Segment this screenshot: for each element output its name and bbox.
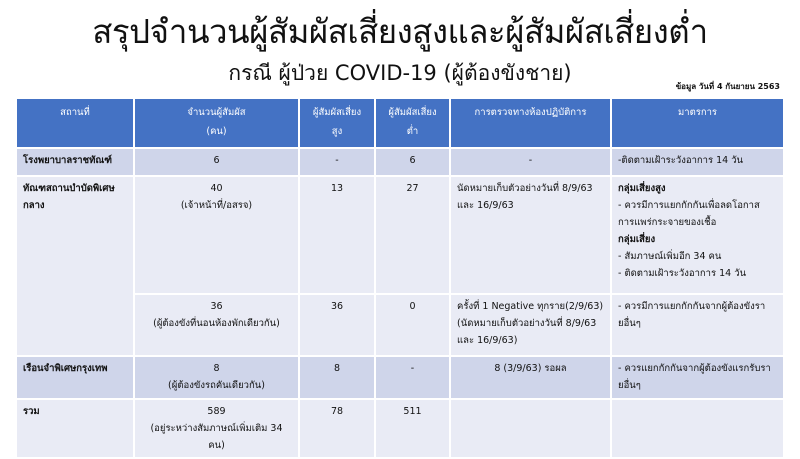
header-measures: มาตรการ [612, 99, 783, 147]
page-subtitle: กรณี ผู้ป่วย COVID-19 (ผู้ต้องขังชาย) [228, 61, 572, 85]
count-value: 589 [207, 406, 226, 417]
header-text: (คน) [206, 126, 227, 137]
header-text: มาตรการ [677, 107, 718, 118]
cell-count: 6 [135, 149, 298, 175]
table-header-row: สถานที่ จำนวนผู้สัมผัส (คน) ผู้สัมผัสเสี่… [17, 99, 783, 147]
contacts-table: สถานที่ จำนวนผู้สัมผัส (คน) ผู้สัมผัสเสี่… [15, 97, 785, 459]
group-heading: กลุ่มเสี่ยง [618, 234, 656, 245]
header-high-risk: ผู้สัมผัสเสี่ยงสูง [300, 99, 374, 147]
header-count: จำนวนผู้สัมผัส (คน) [135, 99, 298, 147]
group-heading: กลุ่มเสี่ยงสูง [618, 183, 666, 194]
cell-high: 78 [300, 400, 374, 457]
table-row: ทัณฑสถานบำบัดพิเศษกลาง 40 (เจ้าหน้าที่/อส… [17, 177, 783, 355]
table-row: 36 (ผู้ต้องขังที่นอนห้องพักเดียวกัน) 36 0… [17, 295, 783, 355]
cell-place: ทัณฑสถานบำบัดพิเศษกลาง [17, 177, 133, 355]
measure-item: - ติดตามเฝ้าระวังอาการ 14 วัน [618, 268, 747, 279]
header-text: ต่ำ [406, 126, 419, 137]
count-value: 8 [213, 363, 220, 374]
header-text: สูง [331, 126, 343, 137]
cell-measures: - ควรแยกกักกันจากผู้ต้องขังแรกรับรายอื่น… [612, 357, 783, 398]
cell-high: - [300, 149, 374, 175]
cell-place: โรงพยาบาลราชทัณฑ์ [17, 149, 133, 175]
cell-high: 13 [300, 177, 374, 293]
cell-lab [451, 400, 610, 457]
cell-place: เรือนจำพิเศษกรุงเทพ [17, 357, 133, 398]
header-text: การตรวจทางห้องปฏิบัติการ [474, 107, 587, 118]
cell-measures [612, 400, 783, 457]
header-place: สถานที่ [17, 99, 133, 147]
cell-low: 27 [376, 177, 449, 293]
measure-item: - สัมภาษณ์เพิ่มอีก 34 คน [618, 251, 722, 262]
cell-high: 36 [300, 295, 374, 355]
cell-lab: ครั้งที่ 1 Negative ทุกราย(2/9/63) (นัดห… [451, 295, 610, 355]
cell-place: รวม [17, 400, 133, 457]
cell-count: 36 (ผู้ต้องขังที่นอนห้องพักเดียวกัน) [135, 295, 298, 355]
count-value: 40 [210, 183, 223, 194]
page-title: สรุปจำนวนผู้สัมผัสเสี่ยงสูงและผู้สัมผัสเ… [92, 12, 708, 51]
cell-count: 8 (ผู้ต้องขังรถคันเดียวกัน) [135, 357, 298, 398]
table-row: โรงพยาบาลราชทัณฑ์ 6 - 6 - -ติดตามเฝ้าระว… [17, 149, 783, 175]
cell-lab: 8 (3/9/63) รอผล [451, 357, 610, 398]
cell-lab: นัดหมายเก็บตัวอย่างวันที่ 8/9/63 และ 16/… [451, 177, 610, 293]
cell-low: 0 [376, 295, 449, 355]
source-note: ข้อมูล วันที่ 4 กันยายน 2563 [675, 82, 780, 91]
cell-lab: - [451, 149, 610, 175]
count-value: 36 [210, 301, 223, 312]
cell-low: - [376, 357, 449, 398]
cell-count: 589 (อยู่ระหว่างสัมภาษณ์เพิ่มเติม 34 คน) [135, 400, 298, 457]
table-row-total: รวม 589 (อยู่ระหว่างสัมภาษณ์เพิ่มเติม 34 … [17, 400, 783, 457]
header-lab: การตรวจทางห้องปฏิบัติการ [451, 99, 610, 147]
cell-measures: -ติดตามเฝ้าระวังอาการ 14 วัน [612, 149, 783, 175]
cell-measures: กลุ่มเสี่ยงสูง - ควรมีการแยกกักกันเพื่อล… [612, 177, 783, 293]
count-note: (ผู้ต้องขังที่นอนห้องพักเดียวกัน) [153, 318, 280, 329]
count-note: (ผู้ต้องขังรถคันเดียวกัน) [168, 380, 265, 391]
cell-count: 40 (เจ้าหน้าที่/อสรจ) [135, 177, 298, 293]
cell-high: 8 [300, 357, 374, 398]
header-text: ผู้สัมผัสเสี่ยง [388, 107, 437, 118]
cell-low: 511 [376, 400, 449, 457]
header-text: ผู้สัมผัสเสี่ยง [312, 107, 362, 118]
measure-item: - ควรมีการแยกกักกันเพื่อลดโอกาส การแพร่ก… [618, 200, 760, 228]
cell-low: 6 [376, 149, 449, 175]
header-low-risk: ผู้สัมผัสเสี่ยงต่ำ [376, 99, 449, 147]
header-text: จำนวนผู้สัมผัส [187, 107, 246, 118]
header-text: สถานที่ [60, 107, 90, 118]
count-note: (อยู่ระหว่างสัมภาษณ์เพิ่มเติม 34 คน) [150, 423, 283, 451]
table-row: เรือนจำพิเศษกรุงเทพ 8 (ผู้ต้องขังรถคันเดี… [17, 357, 783, 398]
count-note: (เจ้าหน้าที่/อสรจ) [180, 200, 253, 211]
cell-measures: - ควรมีการแยกกักกันจากผู้ต้องขังรายอื่นๆ [612, 295, 783, 355]
